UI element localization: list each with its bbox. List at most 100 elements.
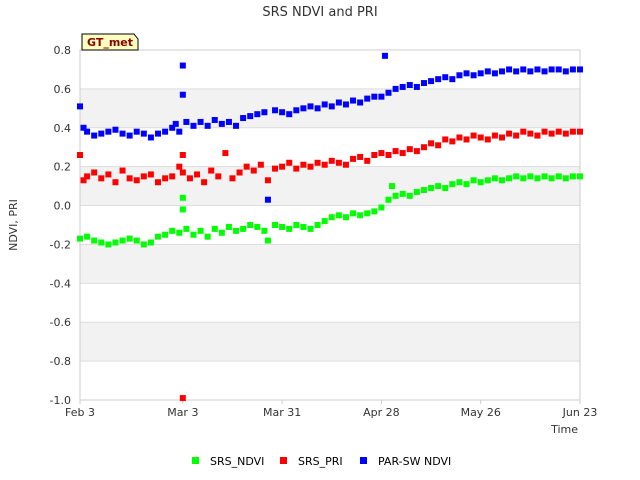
data-point <box>470 177 477 184</box>
data-point <box>385 152 392 158</box>
data-point <box>527 173 534 180</box>
data-point <box>463 136 470 143</box>
data-point <box>562 130 569 137</box>
data-point <box>286 111 293 118</box>
data-point <box>371 152 378 158</box>
data-point <box>449 138 456 145</box>
data-point <box>548 175 555 182</box>
data-point <box>77 103 83 110</box>
data-point <box>91 237 98 244</box>
data-point <box>335 99 342 106</box>
data-point <box>442 74 449 81</box>
data-point <box>569 128 576 135</box>
data-point <box>562 175 569 182</box>
data-point <box>314 222 321 228</box>
data-point <box>562 68 569 75</box>
data-point <box>229 175 236 182</box>
data-point <box>190 122 197 129</box>
data-point <box>279 223 286 230</box>
data-point <box>261 109 268 116</box>
data-point <box>463 181 470 188</box>
data-point <box>456 179 463 186</box>
legend-swatch <box>280 457 287 464</box>
data-point <box>172 120 179 127</box>
data-point <box>371 208 378 215</box>
data-point <box>91 169 98 176</box>
x-tick-label: Jun 23 <box>562 406 598 419</box>
data-point <box>484 177 491 184</box>
data-point <box>385 89 392 96</box>
y-tick-label: -0.6 <box>50 316 71 329</box>
data-point <box>215 173 222 180</box>
data-point <box>307 225 314 232</box>
data-point <box>498 68 505 75</box>
data-point <box>183 118 190 125</box>
data-point <box>155 179 162 186</box>
data-point <box>389 183 396 190</box>
data-point <box>233 122 240 129</box>
data-point <box>140 130 147 137</box>
data-point <box>506 66 513 73</box>
data-point <box>456 72 463 79</box>
data-point <box>381 52 388 59</box>
legend-label: SRS_NDVI <box>210 455 264 468</box>
data-point <box>147 239 154 246</box>
data-point <box>98 239 105 246</box>
data-point <box>498 177 505 184</box>
data-point <box>378 204 385 211</box>
data-point <box>222 150 229 157</box>
x-tick-label: May 26 <box>461 406 501 419</box>
data-point <box>314 159 321 166</box>
data-point <box>392 148 399 155</box>
data-point <box>204 122 211 129</box>
data-point <box>406 146 413 153</box>
data-point <box>84 233 91 240</box>
data-point <box>392 85 399 92</box>
data-point <box>236 169 243 176</box>
data-point <box>428 185 435 192</box>
data-point <box>520 66 527 73</box>
data-point <box>147 171 154 178</box>
data-point <box>463 70 470 77</box>
data-point <box>399 83 406 90</box>
data-point <box>420 144 427 151</box>
chart-title: SRS NDVI and PRI <box>262 5 377 20</box>
data-point <box>477 179 484 186</box>
data-point <box>449 181 456 188</box>
data-point <box>406 82 413 88</box>
data-point <box>513 132 520 139</box>
data-point <box>385 196 392 203</box>
data-point <box>413 188 420 195</box>
data-point <box>98 130 105 137</box>
data-point <box>162 175 169 182</box>
data-point <box>197 227 204 234</box>
data-point <box>197 118 204 125</box>
data-point <box>225 223 232 230</box>
data-point <box>176 163 183 170</box>
data-point <box>272 165 279 172</box>
data-point <box>80 177 87 184</box>
data-point <box>286 225 293 232</box>
data-point <box>513 68 520 75</box>
data-point <box>513 173 520 180</box>
data-point <box>498 134 505 141</box>
data-point <box>190 231 197 238</box>
data-point <box>133 128 140 135</box>
data-point <box>342 214 349 221</box>
data-point <box>491 70 498 77</box>
data-point <box>240 225 247 232</box>
data-point <box>569 66 576 73</box>
data-point <box>342 161 349 168</box>
data-point <box>364 210 371 217</box>
data-point <box>254 223 261 230</box>
data-point <box>413 83 420 90</box>
data-point <box>279 163 286 170</box>
badge-label: GT_met <box>87 36 133 49</box>
data-point <box>534 66 541 73</box>
data-point <box>520 128 527 135</box>
legend-swatch <box>192 457 199 464</box>
data-point <box>84 128 91 135</box>
data-point <box>364 95 371 102</box>
data-point <box>328 214 335 221</box>
data-point <box>293 222 300 228</box>
